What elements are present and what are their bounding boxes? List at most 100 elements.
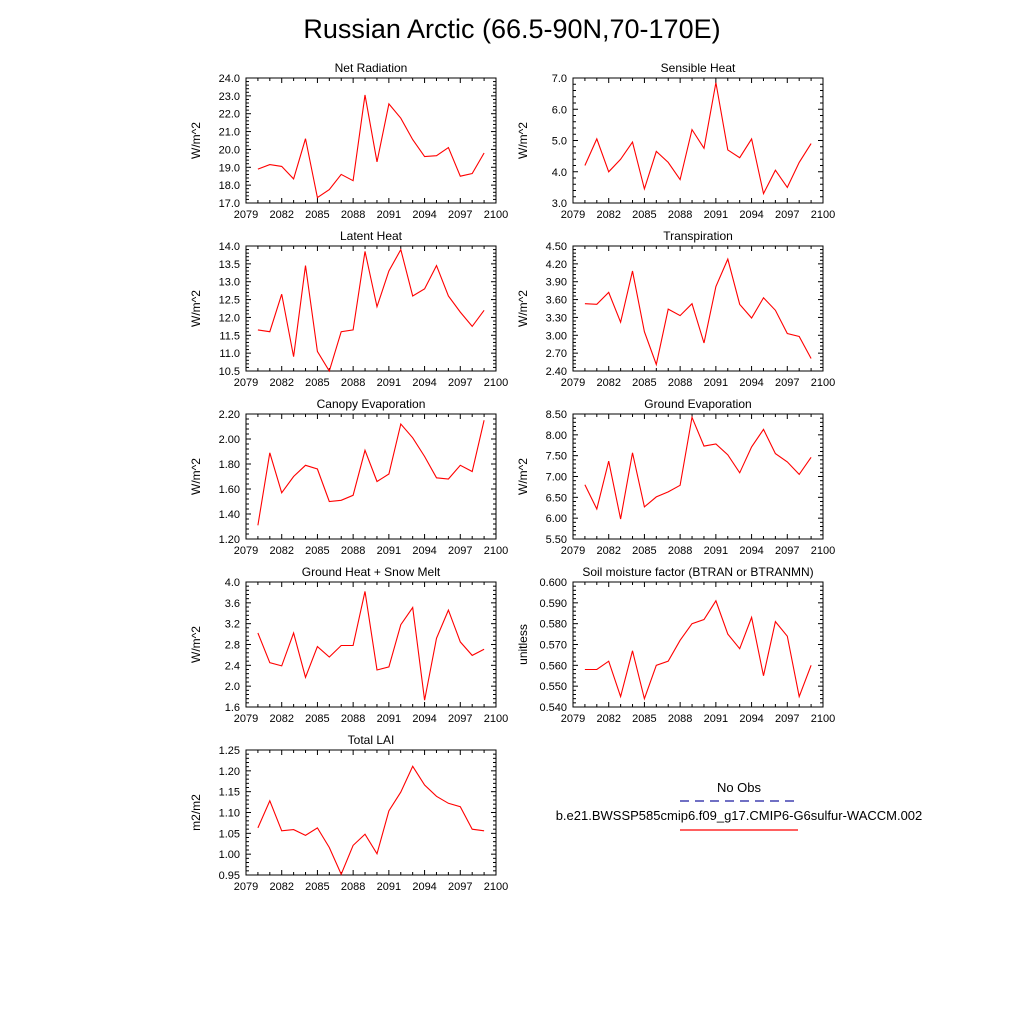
x-tick-label: 2088: [668, 209, 692, 221]
plot-frame: [245, 77, 497, 204]
x-tick-label: 2100: [811, 209, 835, 221]
y-tick-label: 7.00: [546, 472, 567, 484]
y-tick-label: 19.0: [219, 162, 240, 174]
y-tick-label: 23.0: [219, 91, 240, 103]
x-tick-label: 2079: [234, 545, 258, 557]
y-tick-label: 1.20: [219, 766, 240, 778]
series-line: [584, 599, 812, 701]
x-tick-label: 2082: [596, 713, 620, 725]
x-tick-label: 2094: [412, 881, 436, 893]
y-axis-label: W/m^2: [189, 122, 203, 159]
y-tick-label: 0.540: [539, 702, 567, 714]
x-tick-label: 2079: [561, 713, 585, 725]
y-axis-label: W/m^2: [189, 458, 203, 495]
y-axis-label: W/m^2: [189, 626, 203, 663]
x-tick-label: 2088: [341, 881, 365, 893]
x-tick-label: 2094: [739, 377, 763, 389]
x-tick-label: 2094: [412, 545, 436, 557]
y-tick-label: 0.590: [539, 598, 567, 610]
panel-8: Soil moisture factor (BTRAN or BTRANMN) u…: [516, 565, 835, 725]
x-tick-label: 2100: [811, 545, 835, 557]
y-tick-label: 4.20: [546, 259, 567, 271]
plot-frame: [245, 581, 497, 708]
y-tick-label: 0.600: [539, 577, 567, 589]
x-tick-label: 2091: [704, 209, 728, 221]
x-tick-label: 2097: [775, 545, 799, 557]
y-tick-label: 13.5: [219, 259, 240, 271]
panel-7: Ground Heat + Snow Melt W/m^2 2079 2082 2085…: [189, 565, 508, 725]
legend: No Obs b.e21.BWSSP585cmip6.f09_g17.CMIP6…: [556, 780, 922, 831]
panel-1: Net Radiation W/m^2 2079 2082 2085 2088 2091 20…: [189, 61, 508, 221]
panel-title: Soil moisture factor (BTRAN or BTRANMN): [582, 565, 813, 579]
panel-title: Sensible Heat: [661, 61, 736, 75]
x-tick-label: 2097: [775, 209, 799, 221]
x-tick-label: 2097: [448, 545, 472, 557]
y-tick-label: 1.40: [219, 509, 240, 521]
x-tick-label: 2091: [377, 545, 401, 557]
x-tick-label: 2088: [341, 545, 365, 557]
y-tick-label: 3.00: [546, 330, 567, 342]
x-tick-label: 2082: [269, 545, 293, 557]
y-tick-label: 11.0: [219, 348, 240, 360]
y-tick-label: 21.0: [219, 127, 240, 139]
x-tick-label: 2082: [269, 713, 293, 725]
y-tick-label: 12.5: [219, 295, 240, 307]
x-tick-label: 2091: [377, 377, 401, 389]
x-tick-label: 2094: [739, 209, 763, 221]
panel-9: Total LAI m2/m2 2079 2082 2085 2088 2091 2094 20…: [189, 733, 508, 893]
plot-frame: [245, 413, 497, 540]
panel-title: Ground Evaporation: [644, 397, 751, 411]
y-tick-label: 20.0: [219, 144, 240, 156]
y-tick-label: 4.50: [546, 241, 567, 253]
y-tick-label: 0.550: [539, 681, 567, 693]
x-tick-label: 2097: [448, 713, 472, 725]
y-tick-label: 1.80: [219, 459, 240, 471]
y-tick-label: 1.00: [219, 849, 240, 861]
x-tick-label: 2097: [448, 377, 472, 389]
y-tick-label: 18.0: [219, 180, 240, 192]
legend-obs-label: No Obs: [717, 780, 762, 795]
panel-4: Transpiration W/m^2 2079 2082 2085 2088 2091 20…: [516, 229, 835, 389]
series-line: [257, 248, 485, 373]
panel-title: Net Radiation: [335, 61, 408, 75]
panel-title: Canopy Evaporation: [317, 397, 426, 411]
y-tick-label: 1.60: [219, 484, 240, 496]
y-tick-label: 4.0: [225, 577, 240, 589]
x-tick-label: 2091: [704, 713, 728, 725]
page-title: Russian Arctic (66.5-90N,70-170E): [303, 14, 721, 44]
x-tick-label: 2085: [305, 545, 329, 557]
y-tick-label: 12.0: [219, 312, 240, 324]
x-tick-label: 2088: [668, 713, 692, 725]
panel-title: Ground Heat + Snow Melt: [302, 565, 441, 579]
y-tick-label: 8.50: [546, 409, 567, 421]
x-tick-label: 2085: [632, 377, 656, 389]
y-tick-label: 22.0: [219, 109, 240, 121]
panel-5: Canopy Evaporation W/m^2 2079 2082 2085 2088 2…: [189, 397, 508, 557]
x-tick-label: 2088: [341, 209, 365, 221]
y-tick-label: 2.70: [546, 348, 567, 360]
y-axis-label: m2/m2: [189, 794, 203, 831]
x-tick-label: 2079: [561, 545, 585, 557]
x-tick-label: 2094: [412, 713, 436, 725]
y-tick-label: 10.5: [219, 366, 240, 378]
x-tick-label: 2091: [377, 713, 401, 725]
y-tick-label: 2.40: [546, 366, 567, 378]
plot-frame: [572, 581, 824, 708]
y-tick-label: 1.05: [219, 828, 240, 840]
x-tick-label: 2082: [269, 377, 293, 389]
series-line: [584, 257, 812, 367]
panels: Net Radiation W/m^2 2079 2082 2085 2088 2091 20…: [189, 61, 835, 893]
y-tick-label: 6.0: [552, 104, 567, 116]
y-tick-label: 11.5: [219, 330, 240, 342]
x-tick-label: 2088: [668, 545, 692, 557]
y-tick-label: 0.560: [539, 660, 567, 672]
x-tick-label: 2079: [234, 881, 258, 893]
y-tick-label: 0.580: [539, 619, 567, 631]
y-tick-label: 2.4: [225, 660, 240, 672]
series-line: [257, 591, 485, 701]
x-tick-label: 2097: [448, 881, 472, 893]
y-tick-label: 1.25: [219, 745, 240, 757]
x-tick-label: 2100: [484, 545, 508, 557]
y-tick-label: 0.570: [539, 640, 567, 652]
